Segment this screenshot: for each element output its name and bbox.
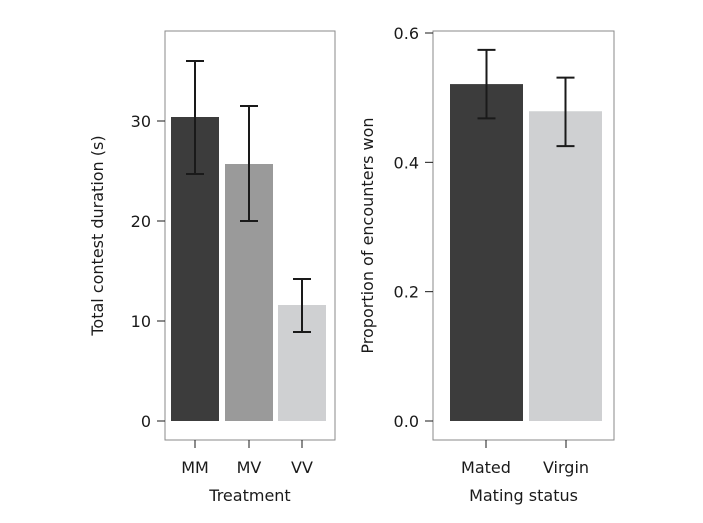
x-tick-label: Mated (461, 458, 511, 477)
x-axis-title: Mating status (469, 486, 578, 505)
x-axis-title: Treatment (208, 486, 290, 505)
y-tick-label: 20 (131, 212, 151, 231)
x-tick-label: Virgin (543, 458, 589, 477)
plot-frame (164, 30, 336, 441)
y-axis-title: Total contest duration (s) (88, 135, 107, 336)
y-tick-label: 10 (131, 312, 151, 331)
x-tick-label: VV (291, 458, 313, 477)
plot-frame (432, 30, 615, 441)
y-axis-title: Proportion of encounters won (358, 117, 377, 353)
bar-mated (450, 84, 523, 421)
y-tick-label: 0.2 (394, 283, 419, 302)
x-tick-label: MV (237, 458, 262, 477)
y-tick-label: 0.4 (394, 153, 419, 172)
y-tick-label: 0.6 (394, 24, 419, 43)
y-tick-label: 0.0 (394, 412, 419, 431)
y-tick-label: 0 (141, 412, 151, 431)
encounters-won-panel: 0.0 0.2 0.4 0.6 Mated Virgin Mating status Prop… (358, 24, 615, 505)
bar-virgin (529, 111, 602, 421)
y-tick-label: 30 (131, 112, 151, 131)
x-tick-label: MM (181, 458, 209, 477)
